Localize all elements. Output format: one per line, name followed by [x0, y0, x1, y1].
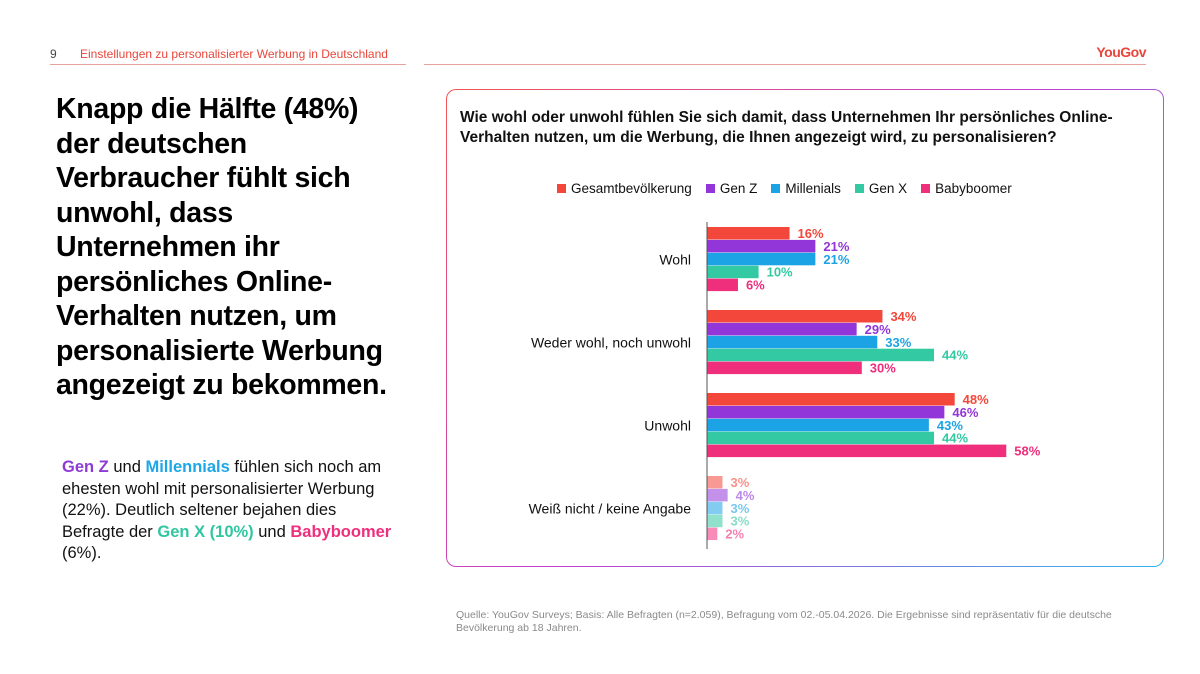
chart-title: Wie wohl oder unwohl fühlen Sie sich dam…: [460, 109, 1113, 146]
data-label: 3%: [730, 475, 749, 490]
category-label: Weiß nicht / keine Angabe: [529, 500, 692, 516]
data-label: 46%: [952, 405, 978, 420]
highlight-genz: Gen Z: [62, 458, 109, 476]
data-label: 3%: [730, 501, 749, 516]
legend-swatch: [557, 184, 566, 193]
legend-swatch: [771, 184, 781, 193]
data-label: 44%: [942, 431, 968, 446]
data-label: 3%: [730, 514, 749, 529]
bar: [707, 488, 728, 502]
bar: [707, 310, 883, 323]
bar: [707, 322, 857, 336]
bar: [707, 361, 862, 375]
bar: [707, 476, 723, 489]
data-label: 10%: [767, 265, 793, 280]
legend-item: Gen X: [854, 181, 908, 196]
body-part-3: (6%).: [62, 544, 102, 562]
bar: [707, 431, 935, 445]
legend-label: Babyboomer: [935, 181, 1012, 196]
bar: [707, 252, 816, 266]
bar: [707, 239, 816, 253]
data-label: 4%: [736, 488, 755, 503]
bar: [707, 278, 738, 292]
header-divider-right: [424, 64, 1146, 65]
page-number: 9: [50, 47, 57, 61]
legend-label: Gesamtbevölkerung: [571, 181, 692, 196]
legend-item: Millenials: [771, 181, 841, 196]
data-label: 21%: [823, 252, 849, 267]
yougov-logo: YouGov: [1096, 44, 1146, 60]
data-label: 33%: [885, 335, 911, 350]
source-note: Quelle: YouGov Surveys; Basis: Alle Befr…: [456, 609, 1112, 634]
highlight-babyboomer: Babyboomer: [290, 522, 392, 541]
data-label: 16%: [798, 226, 824, 241]
legend-item: Gen Z: [705, 181, 758, 196]
highlight-millennials: Millennials: [145, 458, 230, 476]
legend-swatch: [921, 184, 931, 193]
data-label: 21%: [823, 239, 849, 254]
data-label: 34%: [890, 309, 916, 324]
header-divider-left: [50, 64, 406, 65]
category-label: Wohl: [659, 251, 691, 267]
data-label: 43%: [937, 418, 963, 433]
data-label: 29%: [865, 322, 891, 337]
header-title: Einstellungen zu personalisierter Werbun…: [80, 47, 388, 61]
data-label: 6%: [746, 278, 765, 293]
legend-swatch: [705, 184, 715, 193]
bar: [707, 501, 723, 515]
legend-item: Gesamtbevölkerung: [557, 181, 692, 196]
headline: Knapp die Hälfte (48%) der deutschen Ver…: [56, 93, 387, 401]
data-label: 30%: [870, 361, 896, 376]
bar: [707, 514, 723, 528]
body-connector-2: und: [253, 522, 291, 541]
bar: [707, 418, 929, 432]
body-text: Gen Z und Millennials fühlen sich noch a…: [62, 457, 402, 565]
legend-label: Gen X: [868, 181, 908, 196]
bar: [707, 527, 718, 541]
bar: [707, 405, 945, 419]
bar: [707, 265, 759, 279]
body-connector-1: und: [108, 458, 146, 476]
data-label: 58%: [1014, 444, 1040, 459]
legend-label: Gen Z: [719, 181, 758, 196]
category-label: Unwohl: [644, 417, 691, 433]
data-label: 44%: [942, 348, 968, 363]
legend-item: Babyboomer: [921, 181, 1012, 196]
legend-swatch: [854, 184, 864, 193]
bar: [707, 227, 790, 240]
bar: [707, 348, 935, 362]
category-label: Weder wohl, noch unwohl: [531, 334, 691, 350]
chart-legend: Gesamtbevölkerung Gen Z Millenials Gen X Bab…: [557, 181, 1012, 196]
highlight-genx: Gen X (10%): [157, 522, 254, 541]
body-part-2: fühlen sich noch am ehesten wohl mit per…: [62, 458, 382, 541]
bar: [707, 393, 955, 406]
bar: [707, 444, 1007, 458]
legend-label: Millenials: [785, 181, 841, 196]
bar: [707, 335, 878, 349]
data-label: 48%: [963, 392, 989, 407]
data-label: 2%: [725, 527, 744, 542]
